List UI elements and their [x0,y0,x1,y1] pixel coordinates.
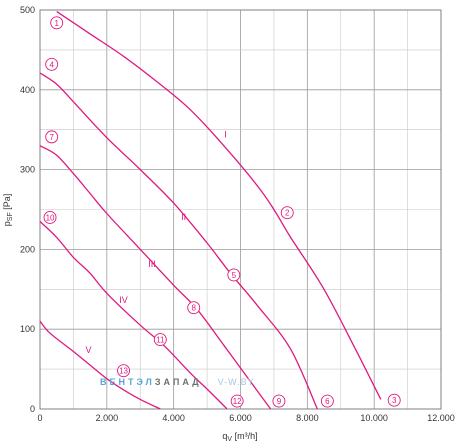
y-axis-title-main: p [2,221,12,226]
marker-label: 10 [46,213,55,222]
marker-2: 2 [280,206,294,220]
marker-label: 12 [233,397,242,406]
marker-label: 7 [49,133,54,142]
marker-circle [45,57,59,71]
watermark-part-1: ВЕНТЭЛ [100,377,155,387]
marker-label: 6 [325,397,330,406]
grid [39,9,442,410]
marker-11: 11 [153,333,167,347]
y-tick-label: 400 [20,85,35,95]
x-tick-label: 4.000 [162,413,185,423]
x-tick-label: 2.000 [96,413,119,423]
y-tick-label: 300 [20,165,35,175]
marker-circle [320,394,334,408]
marker-label: 2 [285,209,290,218]
marker-circle [280,206,294,220]
y-axis-title-unit: [Pa] [2,194,12,213]
curve-label-IV: IV [119,295,128,305]
marker-circle [117,364,130,378]
x-tick-label: 12.000 [427,413,455,423]
watermark: ВЕНТЭЛЗАПАД V-W.BY [100,377,255,387]
x-tick-label: 8.000 [296,413,319,423]
x-axis-title-main: q [222,431,227,441]
marker-circle [227,268,241,282]
y-axis-title: pSF [Pa] [2,194,14,226]
marker-label: 1 [54,19,59,28]
marker-label: 13 [119,367,128,376]
marker-3: 3 [387,393,401,407]
curve-label-II: II [181,212,186,222]
y-tick-label: 200 [20,244,35,254]
marker-circle [387,393,401,407]
curve-label-III: III [148,259,156,269]
y-tick-label: 100 [20,324,35,334]
axes: 0 2.000 4.000 6.000 8.000 10.000 12.000 0 100 200… [20,5,455,423]
curve-label-V: V [85,345,91,355]
marker-9: 9 [272,394,286,408]
marker-6: 6 [320,394,334,408]
marker-label: 9 [277,397,282,406]
marker-circle [153,333,167,347]
curve-label-I: I [224,130,227,140]
marker-label: 11 [156,336,165,345]
marker-label: 8 [191,304,196,313]
marker-circle [187,301,201,315]
marker-circle [50,16,64,30]
marker-4: 4 [45,57,59,71]
y-tick-label: 500 [20,5,35,15]
watermark-part-3: V-W.BY [218,377,255,387]
curve-II [39,72,318,410]
x-tick-label: 10.000 [360,413,388,423]
marker-13: 13 [117,364,130,378]
x-tick-label: 6.000 [229,413,252,423]
marker-12: 12 [230,394,244,408]
marker-10: 10 [43,211,57,224]
marker-label: 3 [392,396,397,405]
curve-I [56,11,382,400]
x-axis-title-unit: [m³/h] [232,431,258,441]
marker-circle [45,130,59,144]
x-tick-label: 0 [37,413,42,423]
curve-IV [39,221,228,410]
marker-circle [272,394,286,408]
marker-1: 1 [50,16,64,30]
curve-III [39,145,272,410]
y-tick-label: 0 [30,404,35,414]
marker-8: 8 [187,301,201,315]
curve-V [39,320,161,410]
marker-7: 7 [45,130,59,144]
marker-5: 5 [227,268,241,282]
marker-label: 4 [49,60,54,69]
plot-frame [39,9,442,410]
x-axis-title: qV [m³/h] [222,431,257,443]
x-axis-title-sub: V [227,436,232,443]
marker-circle [43,211,57,224]
marker-circle [230,394,244,408]
watermark-part-2: ЗАПАД [155,377,202,387]
y-axis-title-sub: SF [7,212,14,221]
marker-label: 5 [232,271,237,280]
